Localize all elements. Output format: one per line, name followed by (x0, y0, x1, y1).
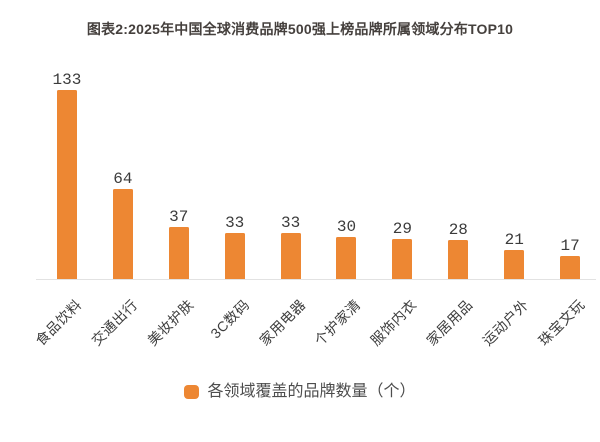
category-label: 交通出行 (88, 296, 141, 349)
legend-label: 各领域覆盖的品牌数量（个） (207, 383, 416, 400)
x-axis-line (36, 279, 596, 280)
bar-column: 33 (207, 60, 263, 280)
chart-title: 图表2:2025年中国全球消费品牌500强上榜品牌所属领域分布TOP10 (86, 21, 514, 37)
bar (448, 240, 469, 280)
category-label: 3C数码 (207, 296, 253, 342)
bar (56, 90, 77, 280)
category-cell: 服饰内衣 (368, 281, 430, 379)
category-cell: 3C数码 (207, 281, 263, 379)
category-cell: 家用电器 (256, 281, 319, 379)
bar-column: 28 (430, 60, 486, 280)
category-cell: 珠宝文玩 (535, 281, 598, 379)
bar (560, 255, 581, 280)
legend-swatch-icon (184, 385, 200, 399)
bar (112, 188, 133, 280)
category-label: 家居用品 (423, 296, 476, 349)
bar-value-label: 33 (280, 213, 301, 232)
legend: 各领域覆盖的品牌数量（个） (0, 384, 600, 400)
bar (280, 232, 301, 280)
bar (392, 238, 413, 280)
plot-area: 133 64 37 33 33 30 29 28 21 17 (39, 60, 598, 280)
category-cell: 食品饮料 (32, 281, 95, 379)
category-cell: 运动户外 (479, 281, 542, 379)
bar-column: 33 (263, 60, 319, 280)
bar-column: 133 (39, 60, 95, 280)
category-label: 食品饮料 (32, 296, 85, 349)
bar-column: 64 (95, 60, 151, 280)
category-label: 个护家清 (311, 296, 365, 349)
category-cell: 家居用品 (424, 281, 486, 379)
bar (336, 237, 357, 280)
bar-value-label: 21 (504, 231, 524, 249)
bar-column: 30 (319, 60, 375, 280)
bar-value-label: 29 (392, 219, 412, 238)
x-axis-labels: 食品饮料 交通出行 美妆护肤 3C数码 家用电器 个护家清 服饰内衣 家居用品 运动户外 珠宝文玩 (32, 281, 598, 379)
category-cell: 个护家清 (312, 281, 375, 379)
bar-value-label: 33 (225, 213, 245, 232)
bar-value-label: 64 (113, 169, 133, 188)
bar-value-label: 37 (169, 208, 189, 227)
bar-value-label: 30 (336, 218, 357, 237)
bar-column: 21 (486, 60, 542, 280)
category-cell: 美妆护肤 (144, 281, 207, 379)
category-cell: 交通出行 (88, 281, 151, 379)
bar (224, 232, 245, 280)
bar (504, 250, 525, 280)
bar (168, 227, 189, 280)
category-label: 珠宝文玩 (535, 296, 588, 349)
bar-value-label: 133 (52, 71, 82, 89)
bar-value-label: 17 (560, 236, 580, 255)
bar-value-label: 28 (448, 221, 468, 239)
category-label: 家用电器 (255, 296, 309, 349)
category-label: 美妆护肤 (144, 296, 197, 349)
bar-column: 37 (151, 60, 207, 280)
category-label: 服饰内衣 (367, 296, 420, 349)
category-label: 运动户外 (479, 296, 532, 349)
bar-column: 17 (542, 60, 598, 280)
bar-column: 29 (374, 60, 430, 280)
